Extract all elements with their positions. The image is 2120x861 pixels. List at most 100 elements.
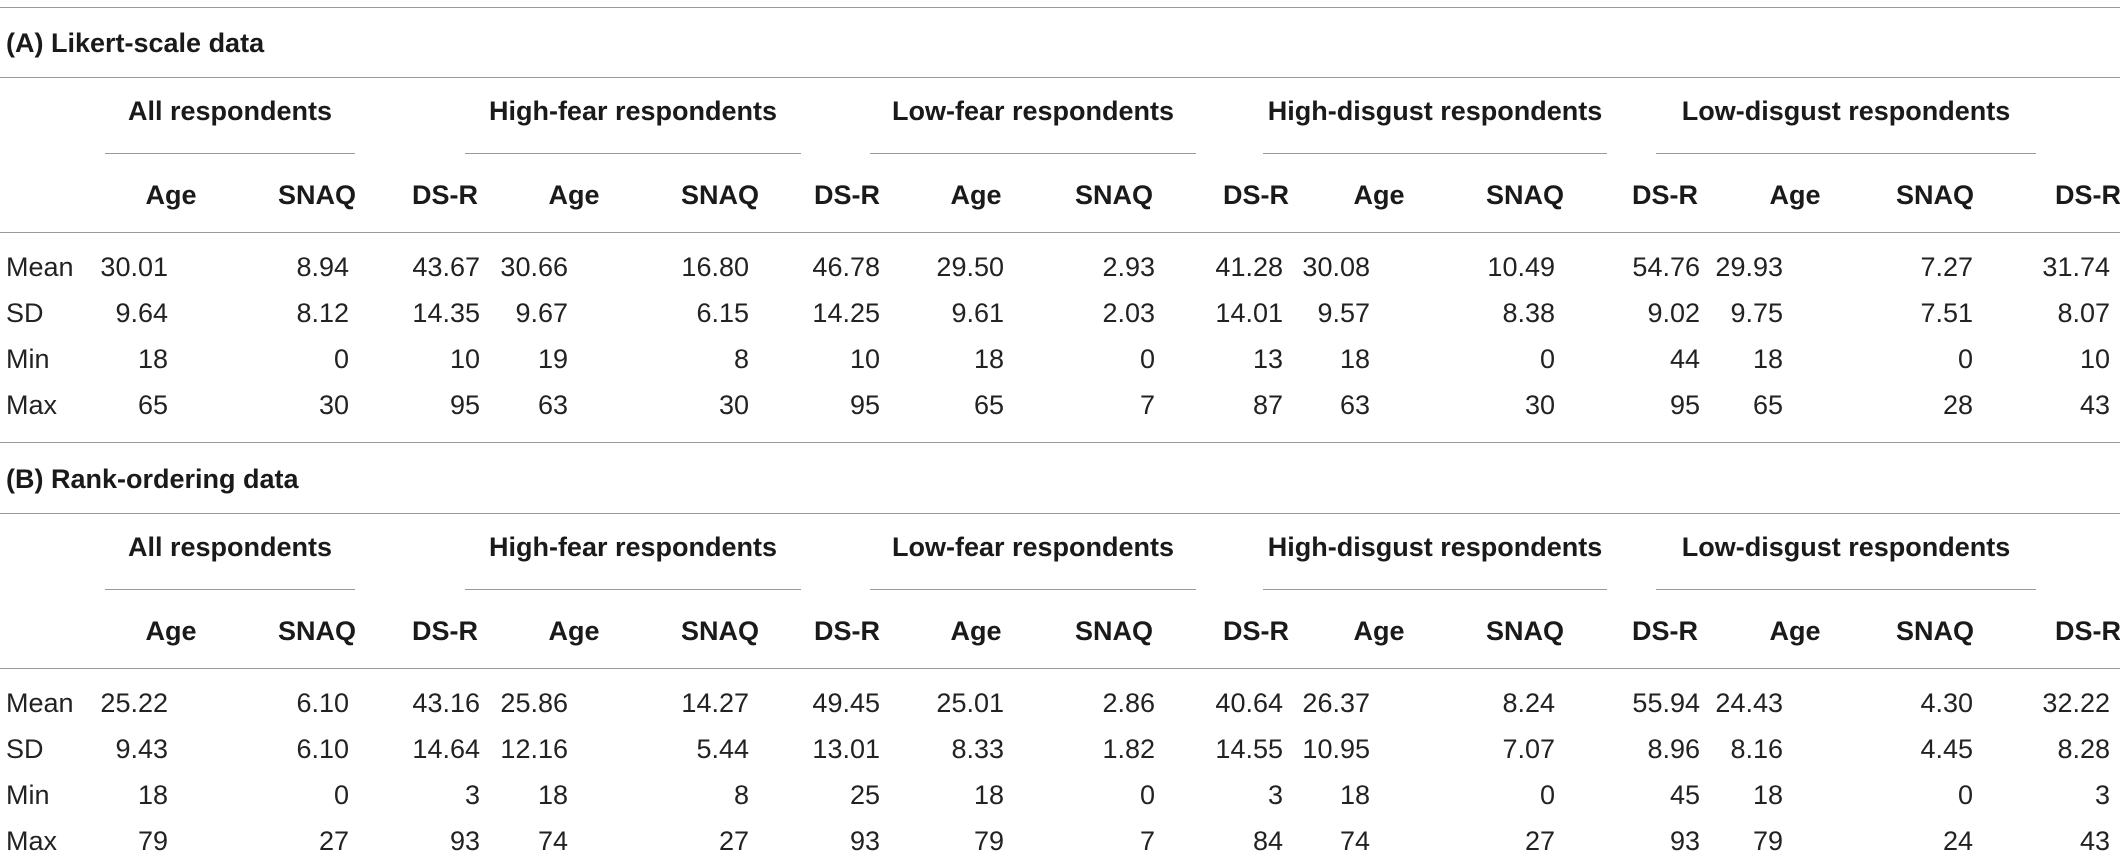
column-header: DS-R [814, 180, 880, 210]
column-header: Age [950, 616, 1002, 646]
table-cell: 26.37 [1302, 688, 1370, 718]
table-cell: 30 [1524, 390, 1555, 420]
table-cell: 0 [1139, 780, 1155, 810]
row-label: Max [6, 826, 58, 856]
table-cell: 4.30 [1920, 688, 1973, 718]
table-cell: 54.76 [1632, 252, 1700, 282]
column-header: DS-R [1223, 616, 1289, 646]
table-cell: 0 [1539, 344, 1555, 374]
group-rule [105, 589, 355, 590]
section-title: (B) Rank-ordering data [6, 464, 299, 494]
table-cell: 7.51 [1920, 298, 1973, 328]
column-header: SNAQ [1485, 180, 1564, 210]
table-cell: 84 [1252, 826, 1283, 856]
column-header: Age [1769, 180, 1821, 210]
table-cell: 13 [1252, 344, 1283, 374]
column-header: SNAQ [1074, 180, 1153, 210]
table-cell: 49.45 [812, 688, 880, 718]
column-header: Age [548, 616, 600, 646]
group-label: Low-disgust respondents [1681, 532, 2011, 562]
column-header: SNAQ [1895, 616, 1974, 646]
group-rule [1263, 153, 1607, 154]
table-cell: 18 [1339, 780, 1370, 810]
group-label: High-disgust respondents [1267, 96, 1603, 126]
table-cell: 18 [973, 780, 1004, 810]
table-cell: 0 [1139, 344, 1155, 374]
table-cell: 0 [1957, 780, 1973, 810]
table-cell: 10 [449, 344, 480, 374]
table-cell: 43 [2079, 826, 2110, 856]
table-cell: 30 [318, 390, 349, 420]
table-cell: 25.01 [936, 688, 1004, 718]
group-rule [1263, 589, 1607, 590]
table-cell: 14.25 [812, 298, 880, 328]
header-rule [0, 668, 2120, 669]
column-header: DS-R [2055, 180, 2120, 210]
table-cell: 30.08 [1302, 252, 1370, 282]
table-cell: 6.10 [296, 734, 349, 764]
table-cell: 14.27 [681, 688, 749, 718]
table-cell: 31.74 [2042, 252, 2110, 282]
column-header: Age [950, 180, 1002, 210]
row-label: Min [6, 344, 50, 374]
column-header: SNAQ [1074, 616, 1153, 646]
column-header: Age [1769, 616, 1821, 646]
table-cell: 6.10 [296, 688, 349, 718]
table-cell: 46.78 [812, 252, 880, 282]
table-cell: 2.03 [1102, 298, 1155, 328]
column-header: DS-R [814, 616, 880, 646]
table-cell: 95 [449, 390, 480, 420]
group-rule [1656, 153, 2036, 154]
group-label: Low-disgust respondents [1681, 96, 2011, 126]
section-title-rule [0, 513, 2120, 514]
table-cell: 27 [318, 826, 349, 856]
table-cell: 29.50 [936, 252, 1004, 282]
table-cell: 8.38 [1502, 298, 1555, 328]
table-cell: 95 [1669, 390, 1700, 420]
table-cell: 8.96 [1647, 734, 1700, 764]
column-header: Age [1353, 616, 1405, 646]
table-cell: 0 [1539, 780, 1555, 810]
column-header: SNAQ [680, 180, 759, 210]
table-cell: 74 [1339, 826, 1370, 856]
table-cell: 65 [1752, 390, 1783, 420]
table-cell: 8.94 [296, 252, 349, 282]
table-cell: 3 [1267, 780, 1283, 810]
column-header: SNAQ [277, 180, 356, 210]
table-cell: 55.94 [1632, 688, 1700, 718]
table-cell: 24 [1942, 826, 1973, 856]
table-cell: 43 [2079, 390, 2110, 420]
table-cell: 4.45 [1920, 734, 1973, 764]
table-cell: 10.95 [1302, 734, 1370, 764]
table-cell: 79 [137, 826, 168, 856]
table-cell: 45 [1669, 780, 1700, 810]
row-label: Mean [6, 688, 74, 718]
group-label: Low-fear respondents [891, 96, 1175, 126]
table-cell: 74 [537, 826, 568, 856]
table-cell: 8.33 [951, 734, 1004, 764]
table-cell: 18 [137, 780, 168, 810]
group-rule [105, 153, 355, 154]
column-header: Age [145, 180, 197, 210]
row-label: SD [6, 298, 44, 328]
column-header: DS-R [412, 616, 478, 646]
column-header: DS-R [1223, 180, 1289, 210]
table-cell: 93 [449, 826, 480, 856]
section-title-rule [0, 77, 2120, 78]
table-cell: 43.16 [412, 688, 480, 718]
table-cell: 63 [1339, 390, 1370, 420]
table-cell: 19 [537, 344, 568, 374]
column-header: Age [548, 180, 600, 210]
table-cell: 9.75 [1730, 298, 1783, 328]
table-cell: 9.67 [515, 298, 568, 328]
table-cell: 1.82 [1102, 734, 1155, 764]
row-label: SD [6, 734, 44, 764]
group-label: High-fear respondents [488, 96, 778, 126]
table-cell: 3 [2094, 780, 2110, 810]
column-header: DS-R [1632, 180, 1698, 210]
group-rule [870, 153, 1196, 154]
table-cell: 30 [718, 390, 749, 420]
table-cell: 8.12 [296, 298, 349, 328]
table-cell: 79 [973, 826, 1004, 856]
table-cell: 18 [537, 780, 568, 810]
